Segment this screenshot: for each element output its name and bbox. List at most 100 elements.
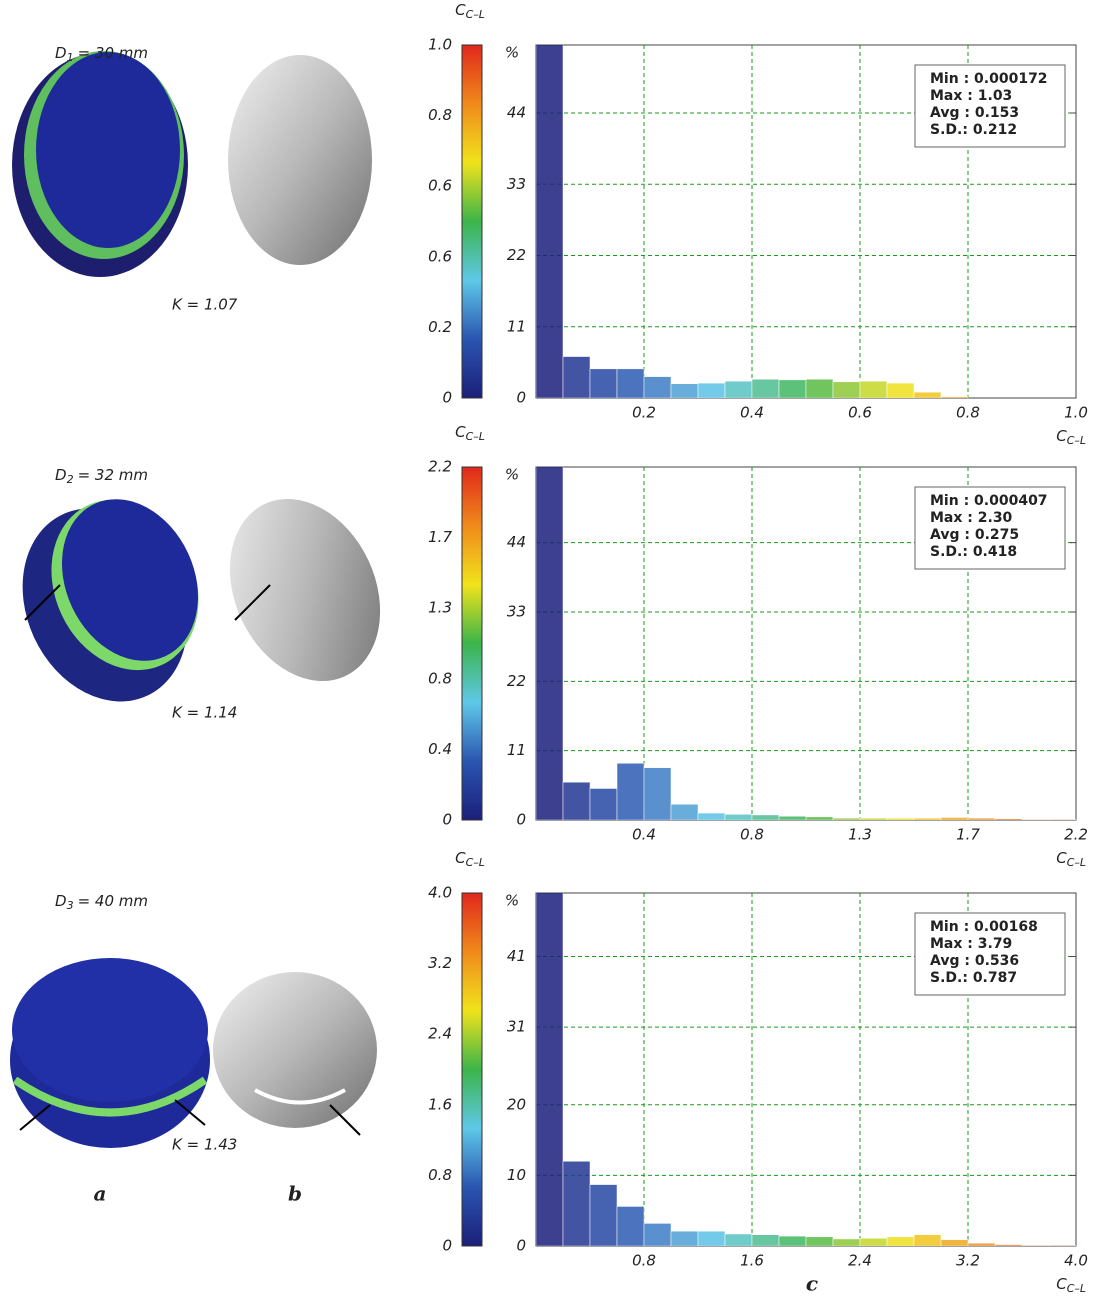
- colorbar-label: 2.4: [428, 1025, 452, 1043]
- bar: [833, 818, 860, 820]
- colorbar-label: 1.7: [428, 528, 452, 546]
- panel-label: c: [806, 1272, 818, 1296]
- bar: [914, 392, 941, 398]
- specimen-label: D3 = 40 mm: [55, 892, 148, 913]
- colorbar-label: 0.8: [428, 1166, 452, 1184]
- bar: [914, 818, 941, 820]
- axis-label-sub: C–L: [466, 430, 485, 443]
- x-tick-label: 0.8: [956, 404, 980, 422]
- x-tick-label: 0.6: [848, 404, 872, 422]
- stats-line: Min : 0.000407: [930, 493, 1048, 509]
- x-tick-label: 3.2: [956, 1252, 980, 1270]
- bar: [1022, 819, 1049, 820]
- bar: [590, 369, 617, 398]
- bar: [860, 818, 887, 820]
- y-tick-label: 11: [507, 741, 526, 759]
- axis-label-sub: C–L: [466, 8, 485, 21]
- colorbar-label: 0: [442, 1237, 452, 1255]
- specimen-index: 3: [67, 899, 74, 912]
- colorbar: [462, 467, 482, 820]
- bar: [590, 1185, 617, 1246]
- bar: [698, 1231, 725, 1246]
- y-tick-label: 44: [507, 533, 526, 551]
- specimen-size: = 40 mm: [78, 892, 148, 910]
- bar: [833, 382, 860, 398]
- bar: [887, 1237, 914, 1246]
- axis-label-main: C: [455, 1, 466, 19]
- k-label: K = 1.07: [172, 296, 238, 314]
- bar: [644, 768, 671, 820]
- colorbar-label: 1.6: [428, 1095, 452, 1113]
- bar: [563, 357, 590, 398]
- bar: [806, 379, 833, 398]
- x-tick-label: 0.8: [740, 826, 764, 844]
- stats-line: Max : 1.03: [930, 88, 1012, 104]
- y-tick-label: 11: [507, 317, 526, 335]
- bar: [833, 1239, 860, 1246]
- bar: [941, 397, 968, 398]
- y-axis-label: %: [505, 466, 519, 484]
- colorbar-label: 3.2: [428, 954, 452, 972]
- axis-label-main: C: [455, 423, 466, 441]
- colorbar: [462, 893, 482, 1246]
- k-label: K = 1.14: [172, 704, 237, 722]
- stats-line: Min : 0.000172: [930, 71, 1048, 87]
- bar: [617, 763, 644, 820]
- y-tick-label: 31: [507, 1018, 526, 1036]
- colorbar-label: 4.0: [428, 884, 452, 902]
- y-tick-label: 10: [507, 1166, 526, 1184]
- specimen-index: 2: [67, 473, 74, 486]
- axis-label: CC–L: [455, 423, 485, 444]
- bar: [887, 818, 914, 820]
- bar: [698, 813, 725, 820]
- x-tick-label: 0.4: [632, 826, 656, 844]
- bar: [617, 1206, 644, 1246]
- panel-label: b: [288, 1182, 302, 1206]
- colorbar-label: 0: [442, 389, 452, 407]
- specimen-symbol: D: [55, 892, 67, 910]
- bar: [671, 804, 698, 820]
- bar: [1049, 1245, 1076, 1246]
- bar: [968, 818, 995, 820]
- axis-label-sub: C–L: [466, 856, 485, 869]
- y-tick-label: 33: [507, 175, 526, 193]
- colorbar-label: 1.3: [428, 599, 452, 617]
- bar: [887, 383, 914, 398]
- bar: [1049, 819, 1076, 820]
- axis-label: CC–L: [455, 849, 485, 870]
- bar: [536, 9, 563, 398]
- stats-line: Avg : 0.536: [930, 953, 1019, 969]
- colorbar-label: 0.2: [428, 318, 452, 336]
- bar: [671, 1231, 698, 1246]
- bar: [563, 1161, 590, 1246]
- bar: [698, 383, 725, 398]
- bar: [806, 1237, 833, 1246]
- bar: [752, 1235, 779, 1246]
- x-tick-label: 4.0: [1064, 1252, 1088, 1270]
- stats-line: Max : 3.79: [930, 936, 1012, 952]
- axis-label-main: C: [1056, 427, 1067, 445]
- stats-line: S.D.: 0.418: [930, 544, 1017, 560]
- y-tick-label: 0: [516, 1237, 526, 1255]
- bar: [563, 782, 590, 820]
- bar: [1022, 1245, 1049, 1246]
- x-tick-label: 1.3: [848, 826, 872, 844]
- bar: [644, 1223, 671, 1246]
- colorbar-label: 0.8: [428, 106, 452, 124]
- axis-label: CC–L: [455, 1, 485, 22]
- specimen-label: D2= 32 mm: [55, 466, 148, 487]
- fem-disc-2: [0, 476, 226, 729]
- y-tick-label: 22: [507, 246, 526, 264]
- x-tick-label: 1.6: [740, 1252, 764, 1270]
- axis-label-main: C: [455, 849, 466, 867]
- k-label: K = 1.43: [172, 1136, 237, 1154]
- photo-disc-3: [213, 972, 377, 1135]
- axis-label-sub: C–L: [1067, 856, 1086, 869]
- colorbar-label: 0.4: [428, 740, 452, 758]
- colorbar: [462, 45, 482, 398]
- stats-line: Min : 0.00168: [930, 919, 1038, 935]
- y-tick-label: 20: [507, 1095, 526, 1113]
- x-tick-label: 1.7: [956, 826, 980, 844]
- x-tick-label: 0.4: [740, 404, 764, 422]
- bar: [644, 377, 671, 398]
